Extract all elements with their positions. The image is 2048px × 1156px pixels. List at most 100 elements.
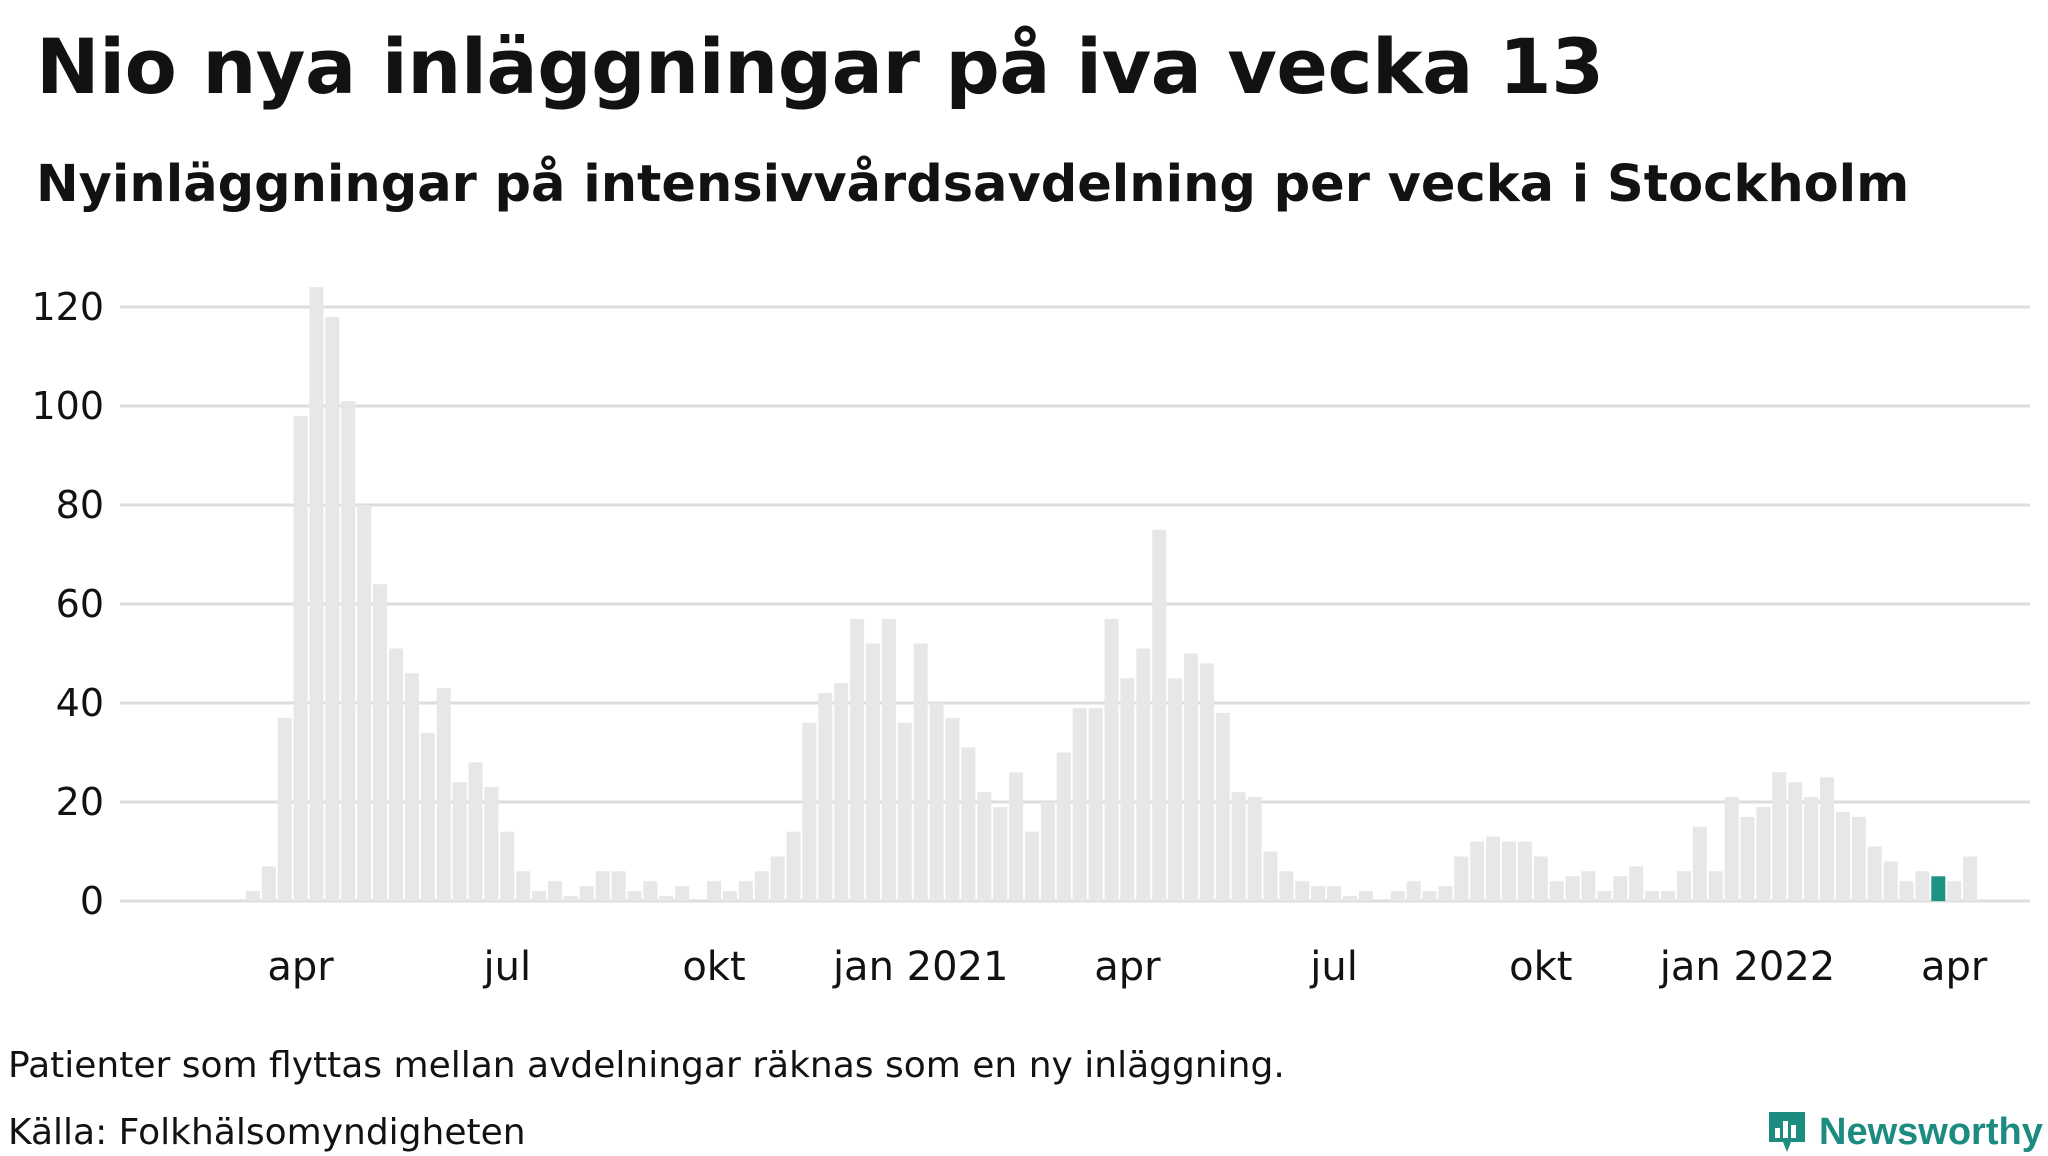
x-tick-label: apr — [1921, 944, 1988, 990]
bar-highlight — [1931, 876, 1946, 902]
bar — [420, 732, 435, 901]
bar — [993, 807, 1008, 901]
x-tick-label: jan 2021 — [832, 944, 1009, 990]
chart-subtitle: Nyinläggningar på intensivvårdsavdelning… — [36, 155, 1910, 214]
bar — [277, 717, 292, 901]
bar — [929, 703, 944, 901]
bar — [770, 856, 785, 901]
bar — [500, 831, 515, 901]
bar — [1088, 708, 1103, 901]
bar — [754, 871, 769, 901]
bar — [1168, 678, 1183, 902]
bar — [1772, 772, 1787, 901]
bar — [1804, 797, 1819, 901]
bar — [1040, 802, 1055, 901]
bar — [1104, 618, 1119, 901]
bar — [1056, 752, 1071, 901]
bar — [1533, 856, 1548, 901]
bar — [1390, 891, 1405, 901]
bar — [389, 648, 403, 901]
bar — [1947, 881, 1962, 901]
bar — [786, 831, 801, 901]
bar — [1724, 797, 1739, 901]
bar — [1136, 648, 1151, 901]
bar — [468, 762, 483, 901]
y-tick-label: 20 — [56, 780, 104, 824]
bar — [548, 881, 562, 901]
x-tick-label: jan 2022 — [1659, 944, 1836, 990]
bar — [659, 896, 674, 901]
bar — [1358, 891, 1373, 901]
bar — [1470, 841, 1485, 901]
bar — [1295, 881, 1310, 901]
bar — [579, 886, 594, 901]
bar — [1279, 871, 1294, 901]
bar — [1915, 871, 1930, 901]
bar — [1963, 856, 1978, 901]
bar — [309, 287, 324, 901]
bar — [1645, 891, 1660, 901]
bar — [1581, 871, 1596, 901]
bar — [977, 792, 992, 901]
bar — [1327, 886, 1342, 901]
bar — [1247, 797, 1262, 901]
bar — [436, 688, 451, 901]
bar — [1025, 831, 1039, 901]
bar — [1502, 841, 1516, 901]
bar — [1343, 896, 1357, 901]
bar — [563, 896, 578, 901]
bar — [1263, 851, 1278, 901]
bar — [245, 891, 260, 901]
y-tick-label: 80 — [56, 483, 104, 527]
bar — [1549, 881, 1564, 901]
bar — [1454, 856, 1469, 901]
bar — [1597, 891, 1612, 901]
bar — [1565, 876, 1580, 902]
bar — [484, 787, 499, 901]
brand-logo: Newsworthy — [1765, 1108, 2043, 1156]
bar — [1517, 841, 1532, 901]
y-tick-label: 120 — [31, 285, 104, 329]
bar — [325, 316, 340, 901]
bar — [1740, 816, 1755, 901]
bar — [1422, 891, 1437, 901]
chart-note: Patienter som flyttas mellan avdelningar… — [8, 1045, 1285, 1086]
y-tick-label: 0 — [80, 879, 104, 923]
bar — [1231, 792, 1246, 901]
bar — [881, 618, 896, 901]
bar — [261, 866, 276, 901]
bar — [1438, 886, 1453, 901]
bar — [1851, 816, 1866, 901]
bar — [1708, 871, 1723, 901]
bar — [945, 717, 960, 901]
x-tick-label: apr — [1094, 944, 1161, 990]
bar — [532, 891, 547, 901]
brand-name: Newsworthy — [1819, 1110, 2043, 1153]
x-tick-label: apr — [267, 944, 334, 990]
bar — [1692, 826, 1707, 902]
source-text: Källa: Folkhälsomyndigheten — [8, 1112, 526, 1153]
bar — [1820, 777, 1834, 902]
bar — [818, 693, 833, 901]
y-tick-label: 40 — [56, 681, 104, 725]
bar — [357, 505, 372, 901]
bar — [1184, 653, 1198, 901]
bar — [1199, 663, 1214, 901]
bar — [293, 415, 308, 901]
bar — [1756, 807, 1771, 901]
bar — [722, 891, 737, 901]
bar — [643, 881, 658, 901]
bar — [1899, 881, 1914, 901]
bar — [738, 881, 753, 901]
bar — [897, 722, 912, 901]
x-tick-label: okt — [682, 944, 745, 990]
bar — [595, 871, 610, 901]
bar — [802, 722, 817, 901]
bar — [1009, 772, 1024, 901]
y-tick-label: 60 — [56, 582, 104, 626]
bar — [961, 747, 976, 901]
y-axis-labels: 0 20 40 60 80 100 120 — [31, 285, 104, 923]
bar-chart: 0 20 40 60 80 100 120 apr jul okt jan 2021 apr jul o… — [31, 285, 2030, 990]
bar — [1406, 881, 1421, 901]
bar — [1661, 891, 1675, 901]
